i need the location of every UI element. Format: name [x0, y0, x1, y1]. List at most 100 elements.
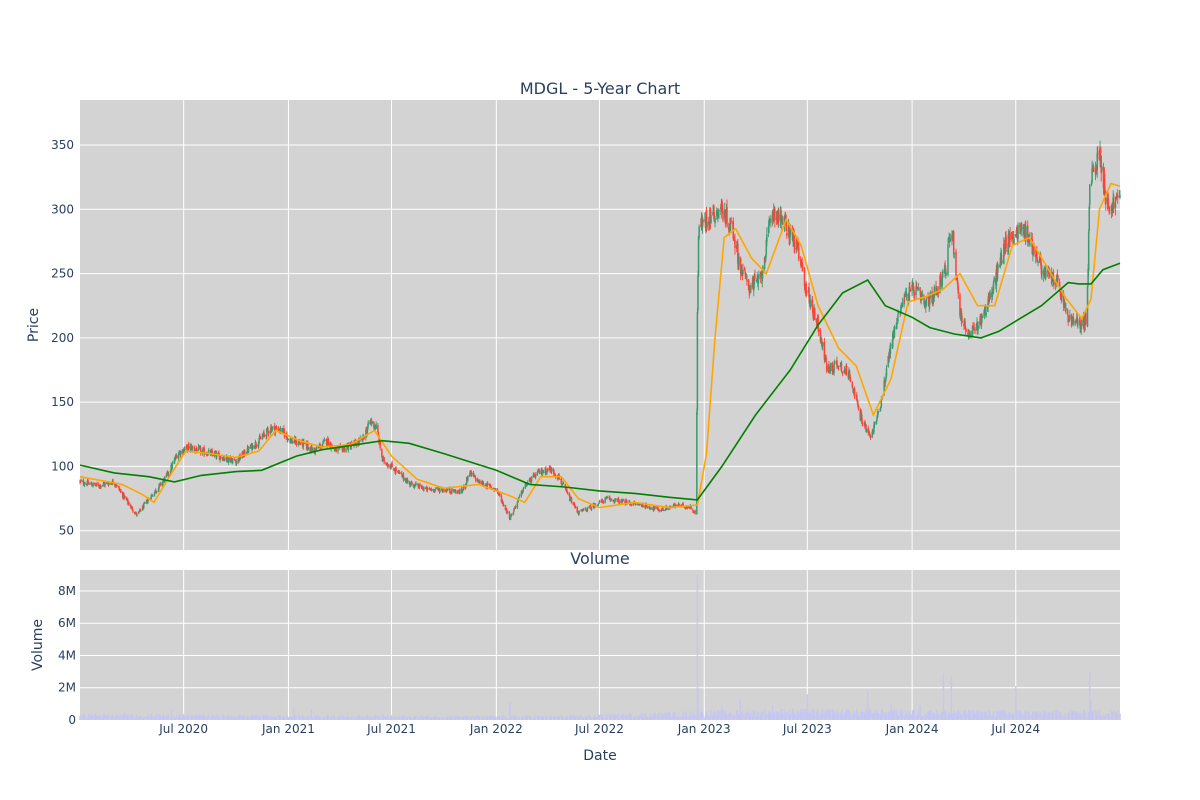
candle-body — [602, 501, 605, 503]
candle-body — [221, 457, 224, 459]
candle-down — [726, 199, 728, 228]
candle-body — [601, 499, 604, 502]
candle-body — [403, 478, 405, 481]
candle-down — [794, 241, 796, 254]
volume-bar — [96, 716, 98, 720]
candle-up — [506, 510, 509, 513]
candle-down — [1085, 311, 1087, 325]
candle-body — [521, 490, 523, 494]
candle-body — [159, 482, 162, 484]
candle-body — [223, 459, 226, 461]
candle-body — [522, 489, 524, 493]
volume-bar — [112, 715, 114, 720]
candle-down — [861, 414, 863, 425]
candle-down — [120, 489, 122, 493]
candle-down — [828, 360, 830, 374]
volume-bar — [798, 713, 800, 720]
candle-body — [980, 316, 983, 324]
volume-bar — [612, 715, 614, 720]
candle-up — [779, 205, 782, 228]
price-y-tick-label: 350 — [51, 138, 74, 152]
candle-body — [1114, 202, 1117, 209]
candle-down — [840, 360, 843, 372]
candle-up — [1021, 223, 1023, 237]
candle-down — [923, 294, 925, 307]
candle-up — [542, 470, 545, 474]
candle-body — [947, 244, 949, 275]
candle-body — [780, 210, 782, 214]
candle-body — [206, 454, 208, 456]
candle-body — [414, 484, 416, 487]
candle-up — [895, 317, 898, 330]
volume-bar — [100, 718, 102, 720]
candle-up — [174, 454, 177, 461]
volume-bar — [337, 716, 340, 720]
candle-body — [693, 511, 695, 513]
candle-body — [1115, 197, 1118, 199]
volume-bar — [689, 711, 692, 720]
volume-bar — [155, 714, 158, 720]
volume-bar — [718, 711, 720, 720]
candle-body — [682, 503, 684, 508]
candle-body — [963, 323, 965, 326]
candle-body — [750, 285, 752, 290]
candle-up — [738, 252, 740, 270]
candle-body — [657, 507, 659, 511]
candle-body — [407, 480, 409, 482]
candle-body — [730, 218, 732, 223]
candle-body — [917, 288, 920, 291]
volume-bar — [475, 715, 477, 720]
volume-bar — [770, 715, 772, 720]
candle-up — [541, 470, 544, 477]
price-y-tick-label: 200 — [51, 331, 74, 345]
volume-bar — [128, 717, 130, 720]
volume-bar — [227, 717, 230, 720]
candle-body — [147, 500, 149, 504]
candle-body — [813, 307, 816, 320]
candle-body — [819, 329, 822, 342]
candle-body — [454, 490, 456, 493]
candle-down — [801, 257, 803, 272]
candle-body — [817, 328, 820, 332]
volume-bar — [546, 717, 549, 720]
candle-up — [347, 442, 350, 454]
candle-down — [399, 472, 401, 474]
candle-body — [504, 505, 507, 510]
candle-body — [797, 241, 799, 247]
candle-body — [688, 506, 690, 508]
candle-down — [419, 482, 421, 488]
candle-body — [964, 321, 966, 330]
candle-body — [110, 483, 113, 485]
volume-bar — [620, 714, 623, 720]
candle-up — [461, 491, 463, 494]
candle-body — [373, 421, 375, 428]
volume-bar — [758, 716, 760, 720]
candle-body — [897, 311, 900, 313]
volume-bar — [594, 716, 597, 720]
candle-body — [678, 503, 680, 506]
volume-bar — [116, 714, 118, 720]
candle-body — [650, 507, 653, 509]
candle-body — [385, 462, 387, 464]
candle-down — [606, 495, 609, 499]
candle-down — [123, 492, 125, 501]
volume-bar — [343, 716, 345, 720]
candle-body — [463, 485, 465, 489]
candle-body — [350, 446, 352, 450]
volume-bar — [762, 714, 764, 720]
candle-body — [848, 369, 851, 374]
candle-down — [1103, 167, 1106, 195]
price-axis-title: Price — [26, 308, 42, 342]
candle-body — [188, 443, 190, 449]
candle-body — [1116, 194, 1118, 197]
candle-body — [117, 485, 120, 488]
candle-body — [1096, 153, 1098, 171]
candle-body — [849, 379, 852, 382]
candle-body — [229, 457, 232, 462]
volume-bar — [411, 718, 413, 720]
candle-body — [1036, 250, 1038, 260]
candle-body — [196, 449, 198, 452]
volume-bar — [877, 712, 880, 720]
candle-body — [692, 509, 694, 512]
candle-body — [1059, 290, 1061, 293]
